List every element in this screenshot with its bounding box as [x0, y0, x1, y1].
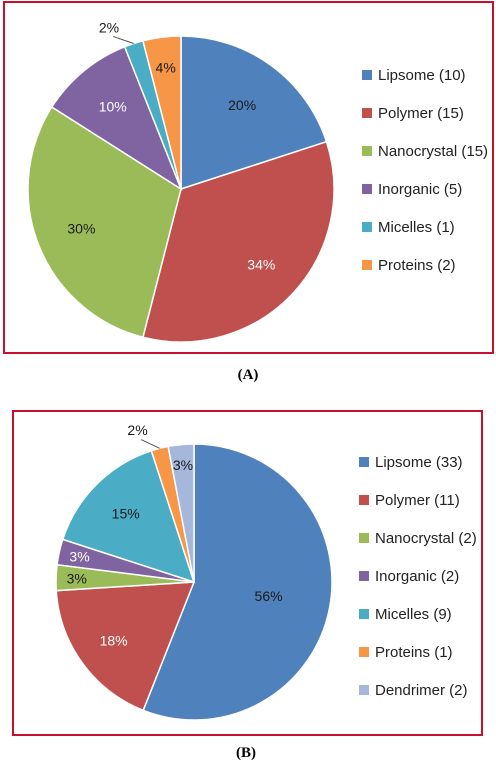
pie-a-legend-swatch-proteins [362, 260, 372, 270]
pie-b-legend-swatch-lipsome [359, 457, 369, 467]
pie-chart-b: 56% 18% 3% 3% 15% 2% 3% Lipsome (33) Polymer (11… [55, 422, 477, 721]
pie-b-value-label-dendrimer: 3% [173, 457, 193, 473]
pie-a-slice-inorganic [50, 45, 183, 191]
pie-b-legend-label-micelles: Micelles (9) [375, 606, 452, 623]
pie-a-value-label-lipsome: 20% [228, 97, 256, 113]
pie-b-slice-lipsome [142, 443, 333, 721]
pie-b-value-label-polymer: 18% [100, 632, 128, 648]
pie-a-legend-label-proteins: Proteins (2) [378, 257, 456, 274]
pie-a-value-label-micelles: 2% [99, 19, 119, 35]
pie-chart-a: 20% 34% 30% 10% 2% 4% Lipsome (10) Polymer (15)… [27, 19, 488, 343]
pie-a-leader-line-micelles [112, 35, 134, 44]
pie-b-legend-swatch-nanocrystal [359, 533, 369, 543]
pie-b-legend-swatch-polymer [359, 495, 369, 505]
pie-a-value-label-inorganic: 10% [99, 98, 127, 114]
pie-a-value-label-proteins: 4% [156, 60, 176, 76]
pie-b-slice-micelles [61, 449, 196, 584]
pie-a-legend-swatch-lipsome [362, 70, 372, 80]
pie-a-legend-label-lipsome: Lipsome (10) [378, 67, 466, 84]
pie-b-legend-label-polymer: Polymer (11) [375, 492, 460, 509]
pie-b-slice-dendrimer [167, 443, 195, 583]
pie-b-legend-swatch-proteins [359, 647, 369, 657]
pie-b-value-label-inorganic: 3% [69, 548, 89, 564]
pie-a-slice-proteins [142, 35, 182, 190]
pie-a-slice-nanocrystal [27, 105, 182, 339]
pie-b-legend-label-inorganic: Inorganic (2) [375, 568, 459, 585]
pie-a-legend-label-inorganic: Inorganic (5) [378, 181, 462, 198]
pie-a-legend-label-nanocrystal: Nanocrystal (15) [378, 143, 488, 160]
pie-b-legend-label-dendrimer: Dendrimer (2) [375, 682, 468, 699]
pie-b-legend-label-lipsome: Lipsome (33) [375, 454, 463, 471]
pie-b-value-label-proteins: 2% [127, 422, 147, 438]
pie-a-value-label-nanocrystal: 30% [67, 220, 95, 236]
pie-a-legend-swatch-micelles [362, 222, 372, 232]
chart-panel-a: 20% 34% 30% 10% 2% 4% Lipsome (10) Polymer (15)… [3, 1, 494, 354]
pie-a-slice-polymer [142, 140, 335, 343]
pie-b-value-label-lipsome: 56% [255, 588, 283, 604]
caption-b: (B) [236, 745, 256, 761]
pie-b-value-label-nanocrystal: 3% [67, 570, 87, 586]
pie-a-slice-lipsome [180, 35, 328, 191]
pie-a-value-label-polymer: 34% [247, 256, 275, 272]
pie-a-legend-swatch-nanocrystal [362, 146, 372, 156]
pie-b-legend-label-nanocrystal: Nanocrystal (2) [375, 530, 477, 547]
pie-a-legend-swatch-inorganic [362, 184, 372, 194]
pie-b-legend-swatch-micelles [359, 609, 369, 619]
caption-a: (A) [237, 367, 259, 383]
pie-b-legend-swatch-dendrimer [359, 685, 369, 695]
pie-a-legend-label-micelles: Micelles (1) [378, 219, 455, 236]
pie-b-legend-label-proteins: Proteins (1) [375, 644, 453, 661]
chart-panel-b: 56% 18% 3% 3% 15% 2% 3% Lipsome (33) Polymer (11… [12, 410, 483, 736]
pie-a-legend-swatch-polymer [362, 108, 372, 118]
pie-a-legend-label-polymer: Polymer (15) [378, 105, 464, 122]
pie-b-slice-polymer [55, 581, 196, 712]
pie-b-legend-swatch-inorganic [359, 571, 369, 581]
pie-b-value-label-micelles: 15% [112, 506, 140, 522]
pie-b-leader-line-proteins [140, 439, 160, 449]
